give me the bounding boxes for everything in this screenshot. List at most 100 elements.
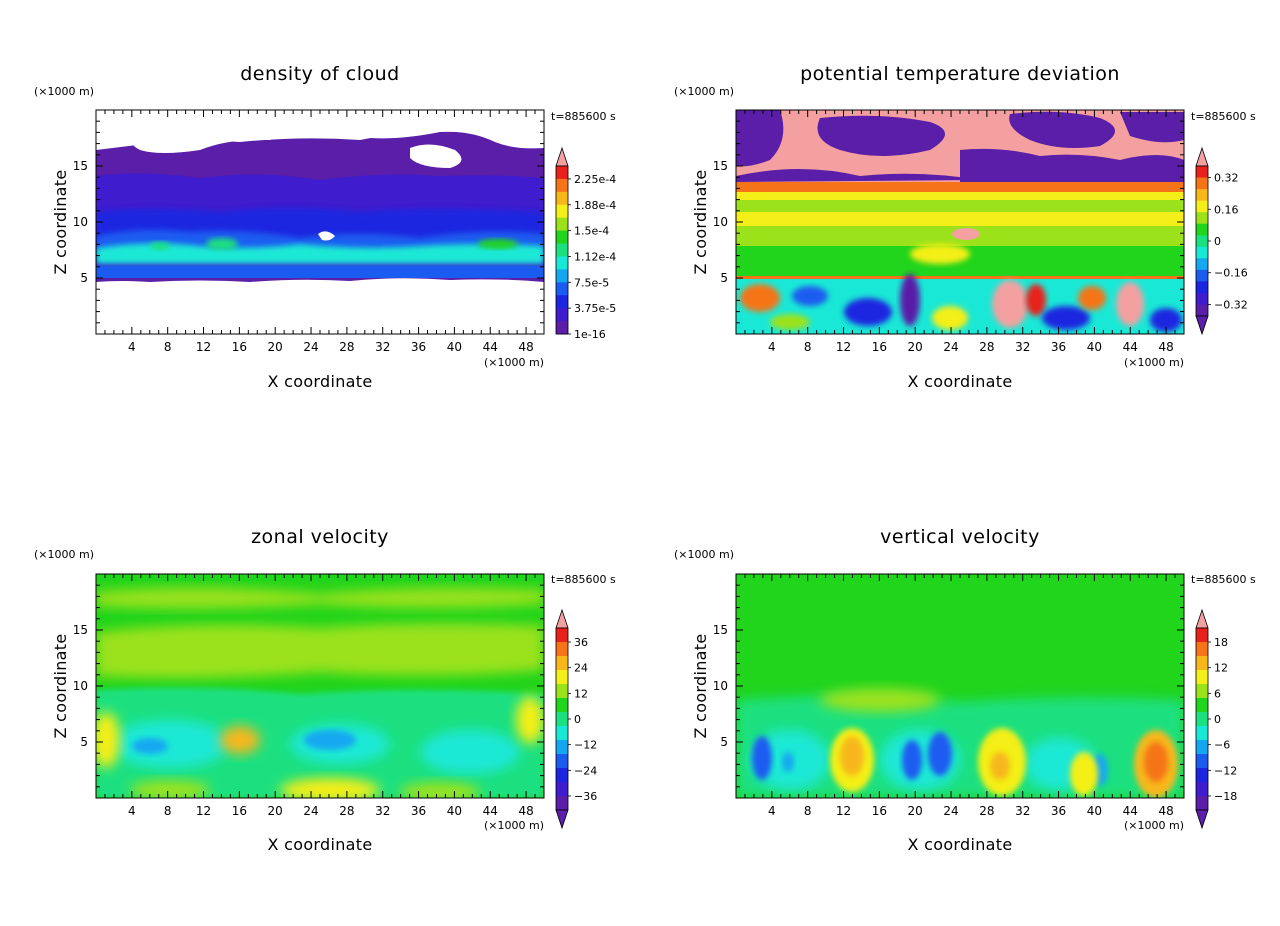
y-tick-label: 5 [720,735,728,749]
colorbar-segment [556,217,568,232]
x-tick-label: 28 [339,340,354,354]
colorbar-extend-bottom [1195,315,1209,336]
colorbar-segment [556,178,568,193]
colorbar-tick-label: −36 [574,790,597,803]
colorbar-tick-label: 3.75e-5 [574,302,616,315]
colorbar-extend-top [555,608,569,629]
colorbar-segment [1196,200,1208,213]
colorbar-segment [556,230,568,245]
x-tick-label: 48 [518,340,533,354]
colorbar-tick-label: 0.32 [1214,172,1239,185]
contour-field [736,574,1184,798]
x-tick-label: 24 [303,804,318,818]
x-tick-label: 44 [483,804,498,818]
time-label: t=885600 s [1191,110,1256,123]
colorbar-tick-label: 0.16 [1214,203,1239,216]
x-tick-label: 16 [872,340,887,354]
x-unit-label: (×1000 m) [1124,819,1184,832]
x-tick-label: 8 [804,340,812,354]
colorbar-tick-label: −6 [1214,739,1230,752]
x-tick-label: 24 [943,804,958,818]
colorbar-segment [556,698,568,713]
colorbar-segment [1196,768,1208,783]
colorbar-segment [556,243,568,257]
colorbar-segment [1196,712,1208,727]
y-tick-label: 5 [720,271,728,285]
y-tick-label: 10 [713,679,728,693]
x-tick-label: 16 [232,340,247,354]
colorbar-segment [1196,670,1208,685]
x-tick-label: 20 [908,804,923,818]
y-axis-label: Z coordinate [691,634,710,739]
x-tick-label: 44 [1123,340,1138,354]
x-tick-label: 32 [375,340,390,354]
colorbar-segment [556,166,568,180]
panel-title: potential temperature deviation [800,63,1120,85]
x-tick-label: 8 [804,804,812,818]
x-tick-label: 48 [518,804,533,818]
colorbar-frame [555,165,569,335]
colorbar-segment [1196,782,1208,797]
colorbar-tick-label: 2.25e-4 [574,173,616,186]
contour-field [736,110,1184,334]
colorbar-tick-label: −24 [574,764,597,777]
x-tick-label: 36 [1051,804,1066,818]
x-axis-label: X coordinate [908,372,1013,391]
x-tick-label: 40 [447,804,462,818]
x-tick-label: 4 [768,340,776,354]
colorbar-segment [556,256,568,270]
colorbar-segment [556,796,568,811]
y-tick-label: 15 [713,159,728,173]
x-axis-label: X coordinate [908,835,1013,854]
colorbar-tick-label: 1.5e-4 [574,225,609,238]
colorbar-tick-label: 1.12e-4 [574,250,616,263]
x-tick-label: 12 [836,804,851,818]
y-axis-label: Z coordinate [51,634,70,739]
time-label: t=885600 s [551,573,616,586]
colorbar-segment [556,204,568,219]
colorbar-segment [556,670,568,685]
colorbar-tick-label: −18 [1214,790,1237,803]
colorbar-segment [1196,166,1208,179]
colorbar-tick-label: −12 [574,739,597,752]
x-tick-label: 16 [232,804,247,818]
x-unit-label: (×1000 m) [1124,356,1184,369]
y-tick-label: 10 [73,679,88,693]
x-tick-label: 28 [979,340,994,354]
colorbar-segment [556,726,568,741]
y-tick-label: 15 [713,623,728,637]
y-tick-label: 5 [80,735,88,749]
colorbar-segment [1196,235,1208,248]
colorbar-segment [1196,189,1208,202]
colorbar-extend-bottom [555,809,569,830]
x-tick-label: 44 [1123,804,1138,818]
x-tick-label: 4 [128,804,136,818]
x-tick-label: 40 [447,340,462,354]
x-tick-label: 44 [483,340,498,354]
x-tick-label: 28 [979,804,994,818]
y-tick-label: 15 [73,159,88,173]
contour-field [96,110,544,334]
x-tick-label: 48 [1158,804,1173,818]
x-axis-label: X coordinate [268,372,373,391]
time-label: t=885600 s [1191,573,1256,586]
colorbar-segment [1196,684,1208,699]
y-unit-label: (×1000 m) [674,85,734,98]
colorbar-segment [556,740,568,755]
colorbar-segment [1196,212,1208,225]
colorbar-segment [1196,796,1208,811]
y-tick-label: 10 [713,215,728,229]
colorbar-segment [1196,628,1208,643]
x-unit-label: (×1000 m) [484,356,544,369]
colorbar-segment [556,321,568,335]
colorbar-segment [556,684,568,699]
colorbar-segment [1196,292,1208,305]
colorbar-segment [1196,698,1208,713]
panel-vertical-velocity: vertical velocity (×1000 m) t=885600 s [674,526,1256,854]
y-tick-label: 10 [73,215,88,229]
panel-potential-temperature-deviation: potential temperature deviation (×1000 m… [674,63,1256,391]
colorbar-extend-top [1195,608,1209,629]
colorbar-segment [556,768,568,783]
y-unit-label: (×1000 m) [34,548,94,561]
